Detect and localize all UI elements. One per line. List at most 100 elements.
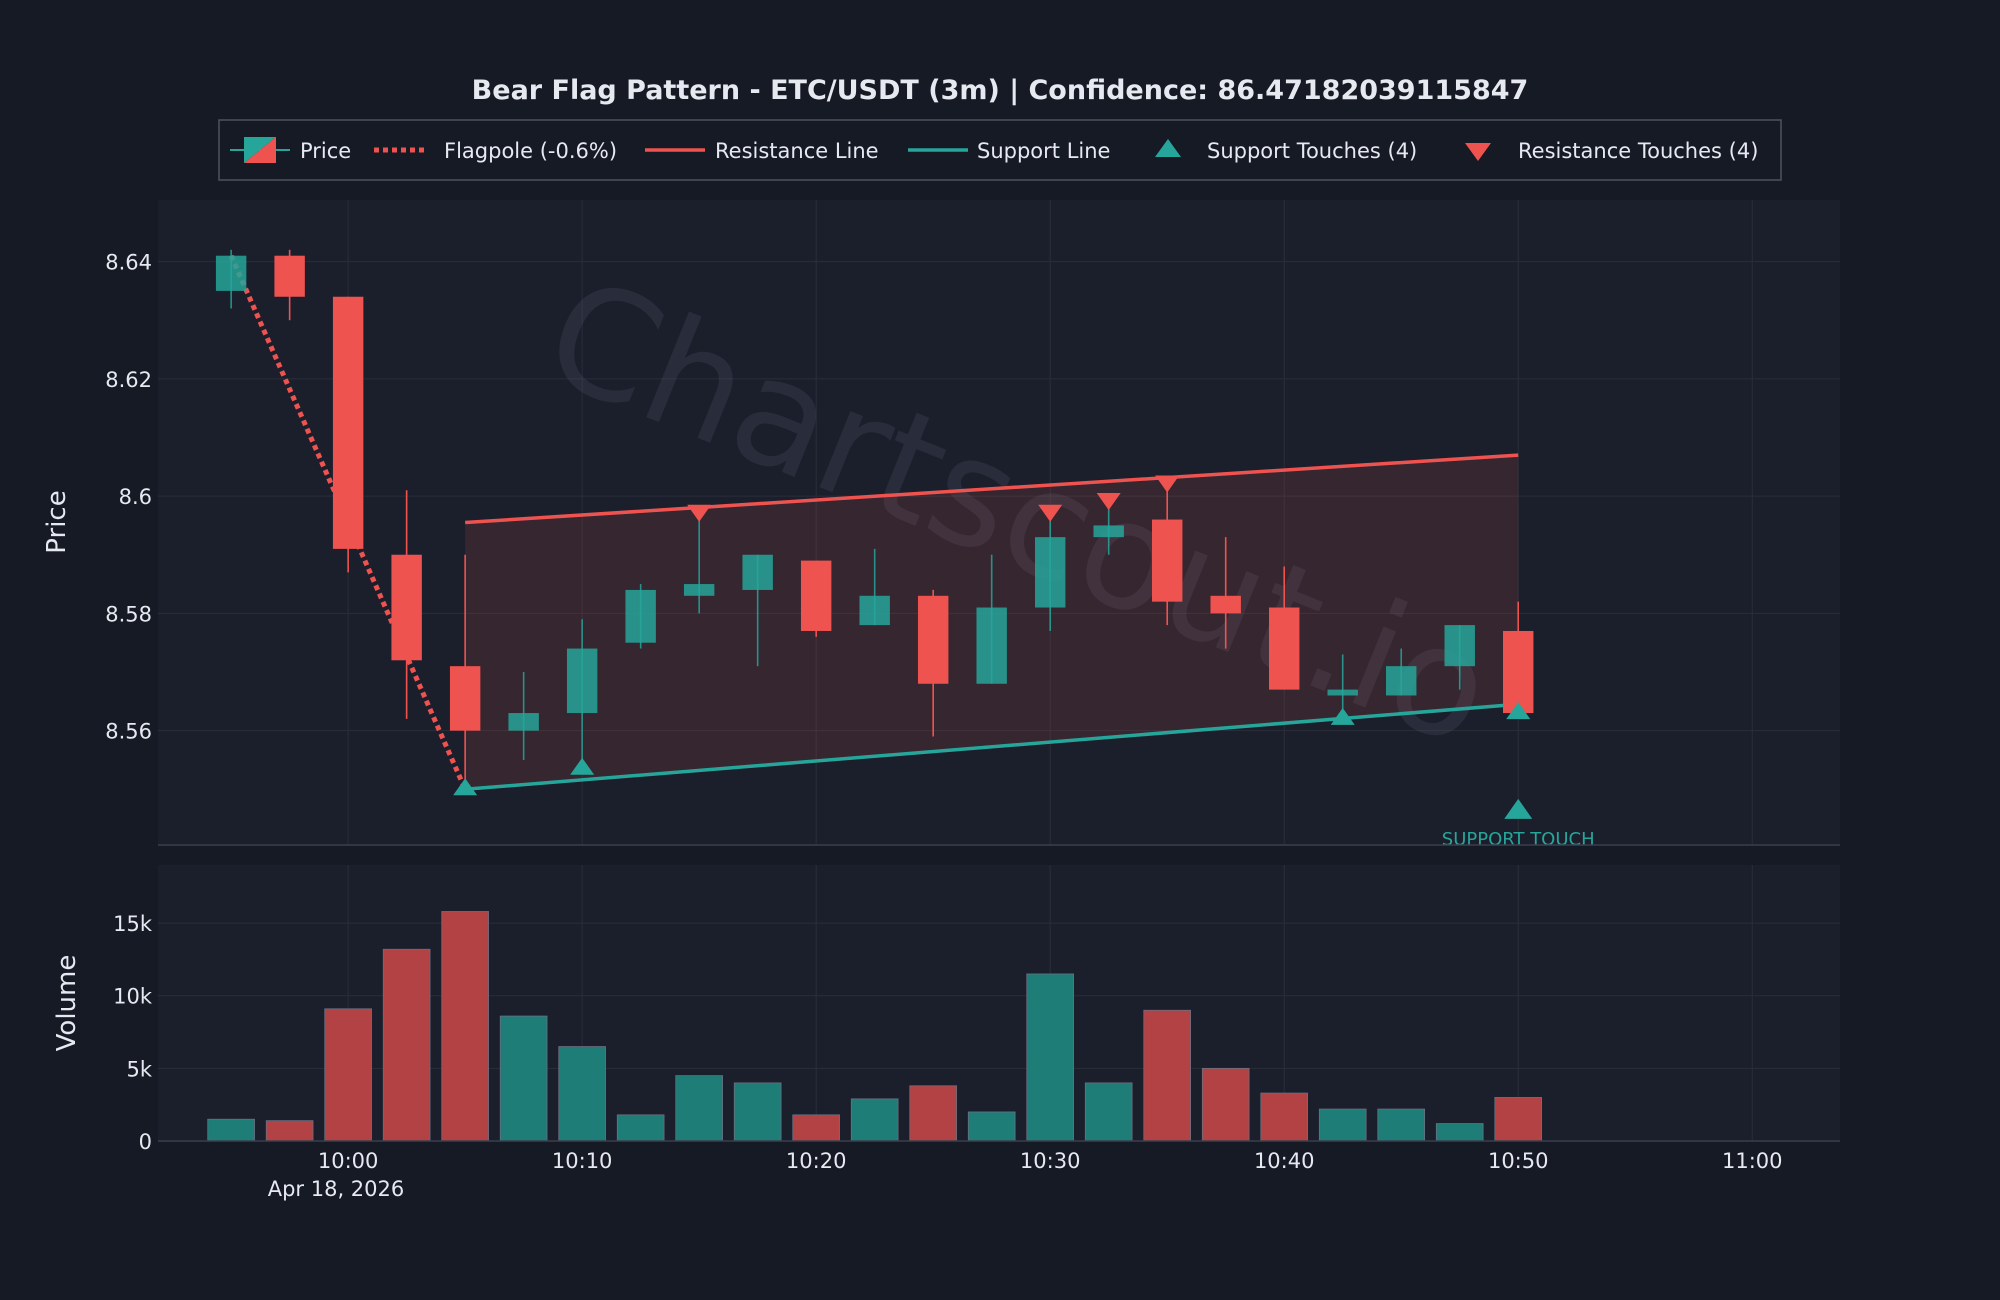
resistance-touch-triangle-down-icon [687, 504, 712, 522]
support-touch-triangle-up-icon [570, 757, 595, 775]
candle-body [1210, 595, 1241, 614]
volume-bar [441, 911, 489, 1142]
price-tick-label: 8.58 [105, 602, 152, 626]
candle-body [976, 607, 1007, 684]
legend-entry-support: Support Line [908, 139, 1110, 163]
candle-body [449, 666, 481, 731]
resistance-touch-triangle-down-icon [1096, 493, 1121, 511]
legend-triangle-up-icon [1155, 139, 1181, 157]
volume-bar [675, 1075, 723, 1142]
volume-bar [1494, 1097, 1543, 1142]
legend-entry-support-touches: Support Touches (4) [1155, 139, 1417, 163]
candle-body [274, 255, 305, 297]
x-axis-date-label: Apr 18, 2026 [268, 1177, 405, 1201]
volume-bar [499, 1015, 548, 1142]
x-tick-label: 10:50 [1488, 1149, 1549, 1173]
candle-body [1093, 525, 1124, 538]
legend-triangle-down-icon [1465, 143, 1491, 161]
volume-bar [1143, 1009, 1192, 1142]
volume-tick-label: 15k [113, 912, 153, 936]
price-grid [158, 200, 1840, 845]
candle-body [625, 589, 656, 643]
x-tick-label: 10:10 [552, 1149, 613, 1173]
price-tick-label: 8.64 [105, 251, 152, 275]
price-panel-background [158, 200, 1840, 845]
volume-bar [1318, 1108, 1367, 1142]
x-tick-label: 10:00 [318, 1149, 379, 1173]
candle-body [332, 296, 364, 549]
price-y-ticks: 8.56 8.58 8.6 8.62 8.64 [105, 251, 152, 744]
candle-body [917, 595, 949, 684]
candle-body [1327, 689, 1358, 696]
candle-body [508, 713, 539, 731]
x-tick-label: 10:40 [1254, 1149, 1315, 1173]
candles [215, 249, 1534, 790]
volume-bar [324, 1008, 372, 1142]
candle-body [1034, 537, 1066, 608]
legend-label-resistance-touches: Resistance Touches (4) [1518, 139, 1758, 163]
candle-body [566, 648, 598, 714]
legend-box [218, 119, 1782, 181]
candle-body [1503, 630, 1534, 714]
x-tick-label: 10:30 [1020, 1149, 1081, 1173]
volume-bar [850, 1098, 899, 1142]
volume-bar [1084, 1082, 1133, 1142]
volume-tick-label: 10k [113, 985, 153, 1009]
volume-bar [616, 1114, 665, 1142]
resistance-touch-triangle-down-icon [1155, 475, 1180, 493]
legend-label-support: Support Line [977, 139, 1110, 163]
price-tick-label: 8.56 [105, 720, 152, 744]
legend-label-support-touches: Support Touches (4) [1207, 139, 1417, 163]
candle-body [1151, 519, 1183, 602]
support-touch-triangle-up-icon [1506, 702, 1531, 720]
volume-bar [558, 1046, 606, 1142]
volume-bar [1260, 1092, 1309, 1142]
legend-price-down-swatch [244, 137, 276, 163]
support-touch-triangle-up-icon [453, 778, 478, 796]
candle-body [215, 255, 247, 291]
price-tick-label: 8.62 [105, 368, 152, 392]
legend-entry-resistance: Resistance Line [645, 139, 879, 163]
volume-axis-label: Volume [52, 955, 82, 1052]
volume-tick-label: 0 [139, 1130, 152, 1154]
price-axis-label: Price [42, 490, 72, 553]
x-tick-label: 11:00 [1722, 1149, 1783, 1173]
candle-body [391, 554, 422, 661]
volume-bar [1377, 1108, 1426, 1142]
legend-label-resistance: Resistance Line [715, 139, 879, 163]
candle-body [800, 560, 832, 631]
volume-grid [158, 865, 1840, 1142]
volume-bar [792, 1114, 840, 1142]
x-axis-ticks: 10:00 10:10 10:20 10:30 10:40 10:50 11:00 [318, 1149, 1783, 1173]
annotation-triangle-up-icon [1504, 798, 1533, 819]
candle-body [683, 584, 715, 596]
candle-body [1386, 666, 1417, 696]
volume-bar [1026, 973, 1074, 1142]
volume-bar [382, 948, 431, 1142]
volume-panel-background [158, 865, 1840, 1141]
volume-bar [1435, 1123, 1484, 1142]
candle-body [1444, 625, 1475, 667]
x-tick-label: 10:20 [786, 1149, 847, 1173]
volume-bar [967, 1111, 1016, 1142]
volume-bar [1201, 1067, 1250, 1142]
volume-tick-label: 5k [126, 1057, 152, 1081]
resistance-line [465, 453, 1519, 525]
candle-body [859, 595, 890, 626]
volume-bar [265, 1120, 314, 1142]
price-tick-label: 8.6 [119, 485, 152, 509]
volume-bar [733, 1082, 782, 1142]
volume-bar [909, 1085, 957, 1142]
touch-markers [453, 475, 1531, 796]
support-touch-triangle-up-icon [1330, 707, 1355, 725]
candle-body [742, 554, 773, 590]
chart-title: Bear Flag Pattern - ETC/USDT (3m) | Conf… [472, 75, 1529, 106]
volume-y-ticks: 0 5k 10k 15k [113, 912, 153, 1154]
resistance-touch-triangle-down-icon [1038, 504, 1063, 522]
legend: Price Flagpole (-0.6%) Resistance Line S… [218, 119, 1782, 181]
annotation-label: SUPPORT TOUCH [1442, 829, 1595, 850]
legend-entry-resistance-touches: Resistance Touches (4) [1465, 139, 1758, 163]
legend-entry-flagpole: Flagpole (-0.6%) [374, 139, 617, 163]
candle-body [1268, 607, 1300, 690]
